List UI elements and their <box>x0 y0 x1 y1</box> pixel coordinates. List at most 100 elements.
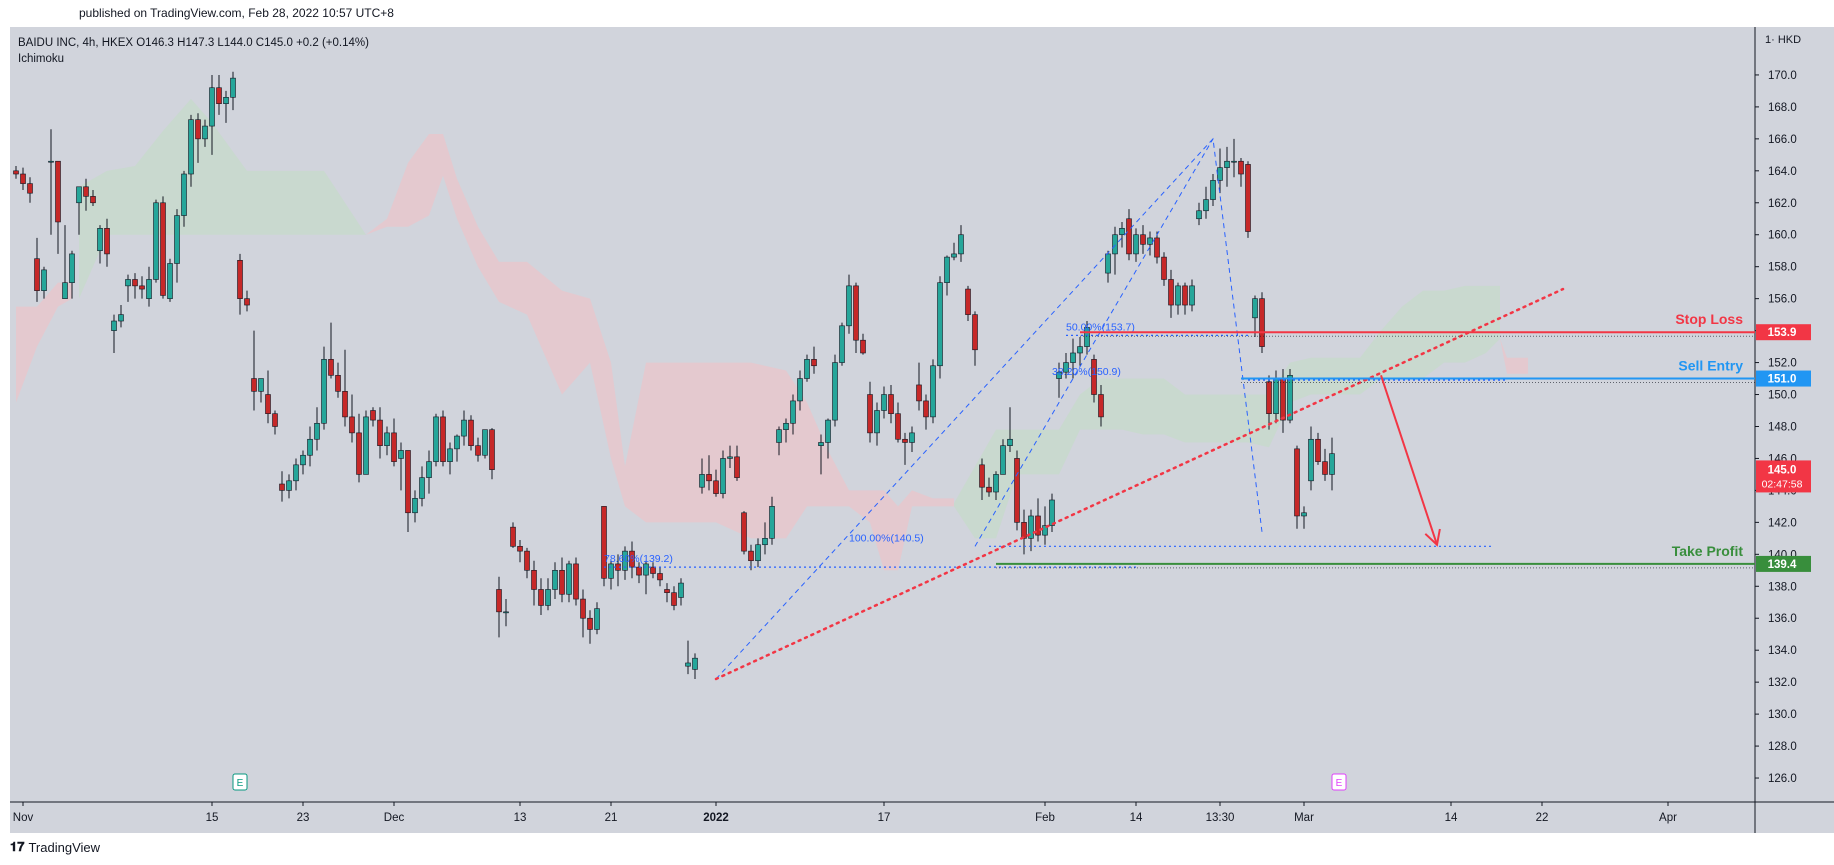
price-tick-label: 162.0 <box>1768 198 1797 210</box>
candle-body <box>867 394 873 434</box>
candle-body <box>552 569 558 590</box>
time-tick-label: Apr <box>1659 812 1677 824</box>
candle-body <box>643 563 649 576</box>
candle-body <box>342 391 348 418</box>
candle-body <box>517 546 523 552</box>
candle-body <box>419 477 425 499</box>
candle-body <box>503 611 509 614</box>
indicator-name[interactable]: Ichimoku <box>18 53 65 65</box>
candle-body <box>692 657 698 670</box>
candle-body <box>629 550 635 568</box>
candle-body <box>377 419 383 446</box>
plot-group: 50.00%(153.7) 38.20%(150.9) 100.00%(140.5)… <box>13 71 1755 791</box>
candle-body <box>650 566 656 574</box>
candle-body <box>734 456 740 478</box>
candle-body <box>1042 525 1048 536</box>
candle-body <box>1266 381 1272 415</box>
time-tick-label: 14 <box>1130 812 1143 824</box>
price-tick-label: 132.0 <box>1768 677 1797 689</box>
candle-body <box>1259 298 1265 347</box>
candle-body <box>958 234 964 255</box>
price-tick-label: 136.0 <box>1768 613 1797 625</box>
candle-body <box>636 566 642 576</box>
fib-level-label: 50.00%(153.7) <box>1066 321 1135 333</box>
candle-body <box>307 438 313 456</box>
candle-body <box>454 435 460 450</box>
candle-body <box>391 432 397 462</box>
price-tick-label: 152.0 <box>1768 358 1797 370</box>
candle-body <box>1105 253 1111 274</box>
candle-body <box>545 589 551 606</box>
candle-body <box>62 282 68 299</box>
ichimoku-cloud-bullish <box>79 98 366 299</box>
time-tick-label: 23 <box>297 812 310 824</box>
earnings-event-marker <box>232 773 248 791</box>
candle-body <box>328 359 334 376</box>
fib-level-label: 78.60%(139.2) <box>604 553 673 565</box>
candle-body <box>461 419 467 437</box>
price-tick-label: 126.0 <box>1768 773 1797 785</box>
candle-body <box>1154 237 1160 258</box>
time-tick-label: 13:30 <box>1206 812 1235 824</box>
price-axis-background <box>1755 27 1834 833</box>
candle-body <box>1294 448 1300 517</box>
candle-body <box>76 186 82 204</box>
candle-body <box>258 378 264 392</box>
candle-body <box>965 288 971 315</box>
candle-body <box>27 183 33 194</box>
candle-body <box>118 314 124 322</box>
candle-body <box>874 410 880 434</box>
candle-body <box>440 416 446 462</box>
chart-area[interactable]: 50.00%(153.7) 38.20%(150.9) 100.00%(140.5)… <box>10 27 1834 833</box>
candle-body <box>1091 359 1097 395</box>
candle-body <box>846 285 852 327</box>
candle-body <box>1196 210 1202 220</box>
candle-body <box>370 410 376 421</box>
candle-body <box>1168 279 1174 306</box>
candle-body <box>1301 512 1307 517</box>
candle-body <box>321 359 327 424</box>
candle-body <box>223 97 229 105</box>
candle-body <box>1056 371 1062 379</box>
candle-body <box>566 563 572 595</box>
candle-body <box>20 173 26 184</box>
candle-body <box>160 202 166 296</box>
candle-body <box>825 419 831 443</box>
brand-name[interactable]: TradingView <box>28 840 101 855</box>
time-tick-label: 2022 <box>703 812 729 824</box>
candle-body <box>783 422 789 430</box>
price-tick-label: 128.0 <box>1768 741 1797 753</box>
candle-body <box>1287 375 1293 421</box>
candle-body <box>426 461 432 478</box>
candle-body <box>104 228 110 255</box>
candle-body <box>1315 438 1321 462</box>
candle-body <box>97 228 103 252</box>
last-price-tag <box>1756 460 1811 493</box>
price-tag-stop-loss <box>1756 324 1811 341</box>
trendline <box>714 287 1565 681</box>
candle-body <box>1063 362 1069 373</box>
candle-body <box>1084 327 1090 347</box>
tv-logo-icon[interactable]: 𝟏𝟕 <box>10 840 25 855</box>
candle-body <box>678 582 684 598</box>
candle-body <box>251 378 257 392</box>
candle-body <box>13 170 19 175</box>
candle-body <box>69 253 75 283</box>
candlestick-chart[interactable]: 50.00%(153.7) 38.20%(150.9) 100.00%(140.5)… <box>10 27 1834 833</box>
candle-body <box>1224 160 1230 168</box>
candle-body <box>1280 378 1286 421</box>
earnings-event-label: E <box>237 778 244 789</box>
candle-body <box>538 589 544 606</box>
candle-body <box>1014 458 1020 523</box>
candle-body <box>727 456 733 459</box>
time-tick-label: 21 <box>605 812 618 824</box>
candle-body <box>1175 285 1181 306</box>
candle-body <box>237 259 243 299</box>
price-tag-take-profit <box>1756 555 1811 572</box>
candle-body <box>1140 234 1146 245</box>
candle-body <box>1245 164 1251 232</box>
candle-body <box>559 569 565 595</box>
candle-body <box>860 339 866 354</box>
candle-body <box>909 432 915 443</box>
candle-body <box>895 413 901 440</box>
